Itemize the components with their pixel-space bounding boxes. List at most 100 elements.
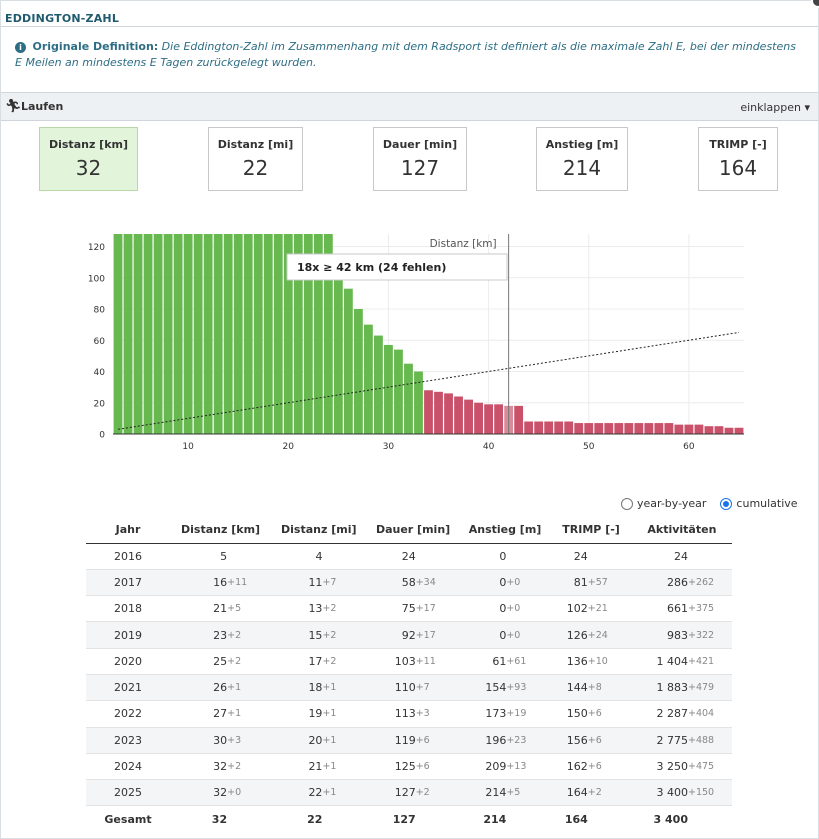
cell-value: 17 <box>271 648 323 675</box>
bar-12 <box>203 234 213 434</box>
cell-value: 24 <box>366 543 416 570</box>
stat-value: 32 <box>75 156 102 180</box>
table-row: 2019 23 +2 15 +2 92 +17 0 +0 126 +24 983 +322 <box>86 621 732 649</box>
bar-51 <box>594 423 604 434</box>
cell-delta: +5 <box>506 779 551 807</box>
cell-value: 0 <box>459 621 507 649</box>
eddington-reference-line <box>117 331 740 430</box>
cell-delta: +2 <box>415 779 460 807</box>
definition-label: Originale Definition: <box>32 40 159 53</box>
bar-22 <box>303 234 313 434</box>
bar-58 <box>664 423 674 434</box>
x-tick-label: 20 <box>283 442 295 452</box>
cell-delta: +0 <box>506 569 551 597</box>
bar-49 <box>574 423 584 434</box>
cell-value: 3 400 <box>631 779 688 807</box>
table-row: 2022 27 +1 19 +1 113 +3 173 +19 150 +6 2 287 +404 <box>86 700 732 728</box>
cell-delta: +34 <box>415 569 460 597</box>
cell-delta: +2 <box>587 779 632 807</box>
cell-value: 150 <box>550 700 588 728</box>
radio-label-year-by-year[interactable]: year-by-year <box>637 497 707 510</box>
cell-year: 2021 <box>86 674 170 702</box>
bar-64 <box>724 427 734 434</box>
cell-delta: +0 <box>506 621 551 649</box>
col-header-trimp[interactable]: TRIMP [-] <box>550 517 632 544</box>
col-header-distance-mi[interactable]: Distanz [mi] <box>271 517 367 544</box>
y-tick-label: 20 <box>94 399 106 409</box>
bar-9 <box>173 234 183 434</box>
col-header-duration[interactable]: Dauer [min] <box>366 517 460 544</box>
cell-value: 26 <box>170 674 228 702</box>
cell-value: 154 <box>459 674 507 702</box>
close-icon[interactable] <box>811 0 819 8</box>
section-header-laufen[interactable]: 🏃︎ Laufen einklappen ▾ <box>1 92 818 121</box>
col-header-year[interactable]: Jahr <box>86 517 170 544</box>
stat-value: 127 <box>400 156 440 180</box>
cell-delta: +13 <box>506 753 551 781</box>
bar-11 <box>193 234 203 434</box>
cell-value: 20 <box>271 727 323 754</box>
radio-label-cumulative[interactable]: cumulative <box>736 497 798 510</box>
cell-value: 23 <box>170 621 228 649</box>
col-header-elevation[interactable]: Anstieg [m] <box>459 517 551 544</box>
cell-value: 2 287 <box>631 700 688 728</box>
y-tick-label: 80 <box>94 306 106 316</box>
bar-28 <box>363 324 373 434</box>
cell-delta: +24 <box>587 621 632 649</box>
y-tick-label: 120 <box>88 243 105 253</box>
cell-year: 2016 <box>86 543 170 570</box>
cell-delta: +1 <box>322 727 367 754</box>
bar-36 <box>444 393 453 434</box>
stat-label: TRIMP [-] <box>709 138 767 151</box>
cell-value: 3 250 <box>631 753 688 781</box>
total-value: 32 <box>170 805 228 833</box>
bar-19 <box>273 234 283 434</box>
cell-year: 2020 <box>86 648 170 675</box>
eddington-table: Jahr Distanz [km] Distanz [mi] Dauer [mi… <box>86 517 732 833</box>
table-row: 2021 26 +1 18 +1 110 +7 154 +93 144 +8 1 883 +479 <box>86 674 732 702</box>
chart-title: Distanz [km] <box>430 238 497 250</box>
col-header-distance-km[interactable]: Distanz [km] <box>170 517 272 544</box>
total-value: 22 <box>271 805 323 833</box>
cell-delta: +6 <box>415 727 460 754</box>
cell-delta: +8 <box>587 674 632 702</box>
cell-delta: +2 <box>322 595 367 623</box>
bar-4 <box>123 234 133 434</box>
cell-delta: +7 <box>415 674 460 702</box>
cell-delta <box>587 543 632 570</box>
stat-distance-km[interactable]: Distanz [km] 32 <box>39 127 138 191</box>
table-total-row: Gesamt 32 22 127 214 164 3 400 <box>86 805 732 833</box>
cell-delta: +23 <box>506 727 551 754</box>
col-header-activities[interactable]: Aktivitäten <box>631 517 732 544</box>
cell-delta: +6 <box>587 753 632 781</box>
stat-duration[interactable]: Dauer [min] 127 <box>373 127 467 191</box>
cell-delta <box>506 543 551 570</box>
bar-34 <box>424 390 433 434</box>
cell-year: 2024 <box>86 753 170 781</box>
cell-delta: +1 <box>322 700 367 728</box>
cell-value: 21 <box>271 753 323 781</box>
stat-elevation[interactable]: Anstieg [m] 214 <box>536 127 628 191</box>
collapse-toggle[interactable]: einklappen ▾ <box>740 101 810 114</box>
bar-24 <box>323 234 333 434</box>
total-spacer <box>322 805 367 833</box>
cell-value: 125 <box>366 753 416 781</box>
cell-value: 0 <box>459 595 507 623</box>
bar-26 <box>343 288 353 434</box>
stat-distance-mi[interactable]: Distanz [mi] 22 <box>208 127 303 191</box>
cell-delta: +0 <box>227 779 272 807</box>
y-tick-label: 0 <box>99 431 105 441</box>
cell-value: 32 <box>170 779 228 807</box>
bar-29 <box>374 335 383 434</box>
total-spacer <box>506 805 551 833</box>
radio-year-by-year[interactable] <box>621 497 633 510</box>
cell-value: 92 <box>366 621 416 649</box>
stat-trimp[interactable]: TRIMP [-] 164 <box>698 127 778 191</box>
bar-45 <box>534 421 544 434</box>
radio-cumulative[interactable] <box>720 497 733 510</box>
cell-value: 661 <box>631 595 688 623</box>
table-row: 2024 32 +2 21 +1 125 +6 209 +13 162 +6 3 250 +475 <box>86 753 732 781</box>
bar-59 <box>674 424 684 434</box>
cell-delta: +1 <box>322 779 367 807</box>
bar-23 <box>313 234 323 434</box>
